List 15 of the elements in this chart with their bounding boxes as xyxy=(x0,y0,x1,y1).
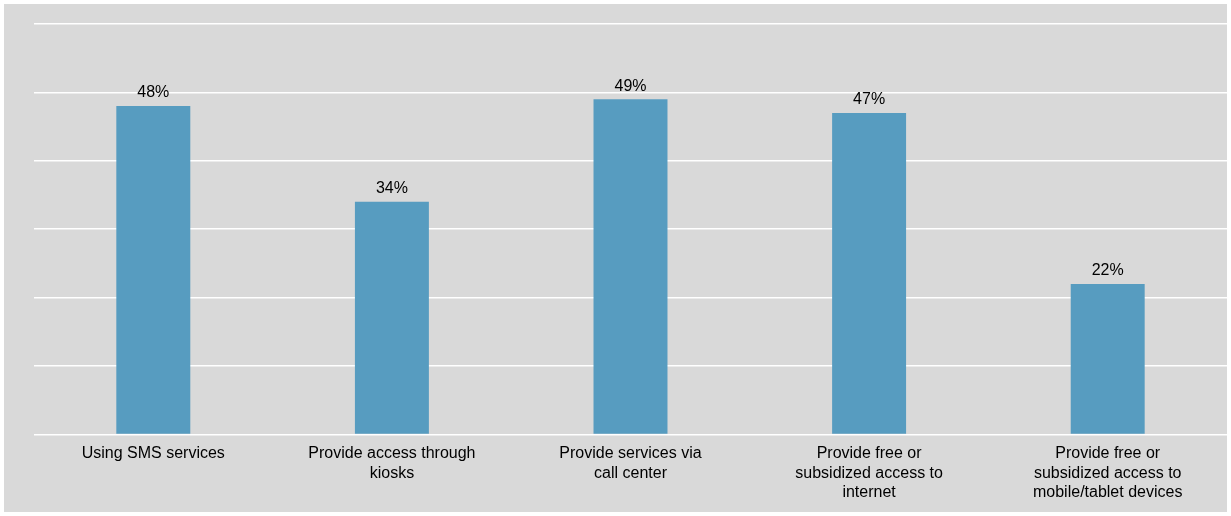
bar xyxy=(1070,283,1145,434)
data-label: 48% xyxy=(137,83,170,101)
data-label: 34% xyxy=(375,179,408,197)
bar xyxy=(832,112,907,434)
bar xyxy=(116,106,191,434)
data-label: 47% xyxy=(853,90,886,108)
x-tick-label: Provide access through kiosks xyxy=(308,444,476,481)
x-tick-label: Using SMS services xyxy=(81,444,225,462)
bar xyxy=(354,201,429,434)
x-tick-label: Provide free or subsidized access to internet xyxy=(795,444,944,500)
data-label: 22% xyxy=(1091,261,1124,279)
x-tick-label: Provide free or subsidized access to mobile/tablet devices xyxy=(1032,444,1183,500)
bar xyxy=(593,99,668,434)
data-label: 49% xyxy=(614,76,647,94)
x-tick-label: Provide services via call center xyxy=(559,444,702,481)
